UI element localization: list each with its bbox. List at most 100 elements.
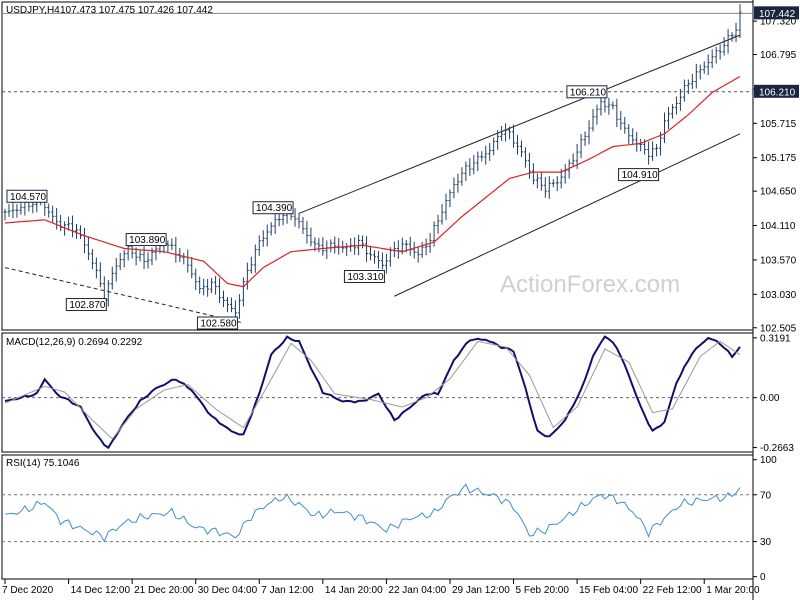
price-bar	[472, 154, 476, 175]
x-tick-label: 14 Jan 20:00	[325, 585, 383, 596]
price-bar	[229, 297, 233, 313]
price-bar	[615, 98, 619, 128]
price-bar	[110, 266, 114, 290]
price-bar	[718, 44, 722, 60]
price-bar	[269, 222, 273, 236]
price-bar	[516, 134, 520, 155]
x-tick-label: 5 Feb 20:00	[516, 585, 570, 596]
price-bar	[11, 201, 15, 219]
x-tick-label: 22 Jan 04:00	[388, 585, 446, 596]
price-bar	[663, 112, 667, 144]
price-bar	[253, 244, 257, 273]
price-bar	[480, 151, 484, 162]
rsi-y-tick-label: 0	[760, 572, 766, 583]
price-bar	[698, 64, 702, 80]
y-tick-label: 105.175	[760, 153, 797, 164]
price-bar	[587, 120, 591, 145]
price-bar	[734, 22, 738, 43]
rsi-y-tick-label: 70	[760, 490, 772, 501]
price-bar	[222, 290, 226, 308]
price-bar	[241, 277, 245, 307]
price-bar	[492, 137, 496, 156]
x-tick-label: 7 Dec 2020	[2, 585, 54, 596]
price-bar	[309, 227, 313, 247]
price-bar	[75, 223, 79, 239]
price-bar	[59, 214, 63, 232]
price-annotation-box	[618, 168, 660, 182]
price-bar	[78, 225, 82, 240]
price-annotation-label: 104.910	[622, 170, 659, 181]
price-bar	[531, 163, 535, 185]
x-tick-label: 14 Dec 12:00	[71, 585, 131, 596]
trendline-upper-channel	[298, 34, 741, 214]
price-bar	[444, 193, 448, 221]
price-bar	[297, 213, 301, 229]
price-bar	[639, 138, 643, 152]
trendline-lower-channel	[394, 133, 741, 297]
moving-average-line	[4, 75, 741, 288]
price-bar	[384, 253, 388, 274]
price-bar	[257, 235, 261, 256]
price-bar	[523, 147, 527, 168]
price-bar	[206, 279, 210, 297]
price-bar	[627, 124, 631, 144]
price-bar	[651, 141, 655, 161]
price-bar	[738, 4, 742, 39]
price-bar	[623, 116, 627, 134]
price-bar	[361, 235, 365, 249]
x-tick-label: 21 Dec 20:00	[134, 585, 194, 596]
price-bar	[333, 236, 337, 254]
x-tick-label: 1 Mar 20:00	[706, 585, 760, 596]
x-tick-label: 30 Dec 04:00	[198, 585, 258, 596]
price-bar	[682, 79, 686, 102]
price-bar	[86, 237, 90, 261]
price-bar	[706, 54, 710, 76]
price-badge-label: 106.210	[759, 87, 796, 98]
x-tick-label: 15 Feb 04:00	[579, 585, 638, 596]
macd-title: MACD(12,26,9) 0.2694 0.2292	[6, 337, 143, 348]
price-bar	[504, 123, 508, 142]
price-bar	[225, 297, 229, 313]
price-bar	[138, 249, 142, 262]
watermark: ActionForex.com	[500, 271, 680, 298]
price-bar	[456, 173, 460, 193]
price-bar	[599, 95, 603, 116]
price-bar	[512, 124, 516, 148]
x-tick-label: 7 Jan 12:00	[261, 585, 314, 596]
macd-y-tick-label: -0.2663	[760, 443, 794, 454]
price-bar	[551, 179, 555, 188]
price-annotation-box	[125, 233, 167, 247]
main-pane-frame	[1, 1, 754, 331]
price-bar	[619, 111, 623, 130]
price-bar	[90, 248, 94, 270]
price-bar	[118, 252, 122, 270]
price-bar	[547, 176, 551, 199]
price-annotation-box	[566, 85, 608, 99]
price-bar	[730, 32, 734, 42]
price-bar	[376, 250, 380, 269]
rsi-y-tick-label: 100	[760, 455, 777, 466]
price-bar	[527, 152, 531, 179]
price-bar	[170, 238, 174, 250]
y-tick-label: 102.505	[760, 323, 797, 334]
price-bar	[67, 216, 71, 231]
y-tick-label: 103.570	[760, 255, 797, 266]
price-badge	[754, 84, 799, 98]
price-bar	[265, 224, 269, 247]
price-bar	[464, 161, 468, 182]
price-bar	[249, 256, 253, 274]
price-bar	[420, 241, 424, 258]
price-bar	[686, 79, 690, 94]
macd-y-tick-label: 0.3191	[760, 333, 791, 344]
price-bar	[500, 125, 504, 142]
price-bar	[15, 204, 19, 218]
price-annotation-label: 104.390	[256, 203, 293, 214]
price-bar	[424, 238, 428, 256]
price-bar	[301, 216, 305, 235]
x-tick-label: 29 Jan 12:00	[452, 585, 510, 596]
macd-line	[4, 335, 741, 450]
price-bar	[690, 73, 694, 90]
price-annotation-box	[196, 316, 238, 330]
price-bar	[416, 246, 420, 263]
price-bar	[722, 37, 726, 56]
